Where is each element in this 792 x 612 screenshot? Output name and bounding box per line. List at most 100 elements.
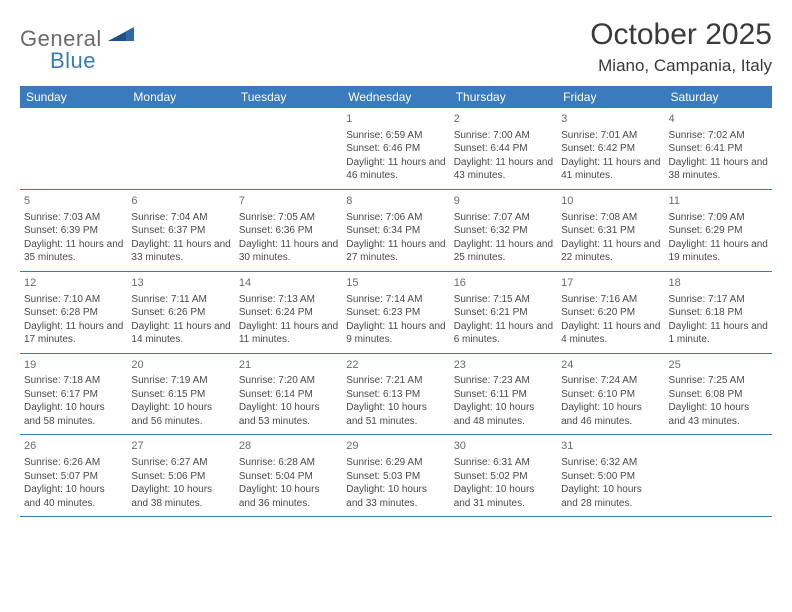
day-info-line: Sunset: 6:44 PM bbox=[454, 142, 553, 156]
day-header-thursday: Thursday bbox=[450, 90, 557, 104]
day-info-line: Sunset: 6:21 PM bbox=[454, 306, 553, 320]
top-bar: General October 2025 Miano, Campania, It… bbox=[20, 18, 772, 76]
day-info-line: Daylight: 11 hours and 25 minutes. bbox=[454, 238, 553, 265]
day-info-line: Sunrise: 7:13 AM bbox=[239, 293, 338, 307]
day-cell: 31Sunrise: 6:32 AMSunset: 5:00 PMDayligh… bbox=[557, 435, 664, 516]
day-info-line: Daylight: 10 hours and 58 minutes. bbox=[24, 401, 123, 428]
day-number: 22 bbox=[346, 358, 445, 373]
day-info-line: Sunrise: 7:21 AM bbox=[346, 374, 445, 388]
day-info-line: Daylight: 11 hours and 6 minutes. bbox=[454, 320, 553, 347]
day-cell bbox=[20, 108, 127, 189]
day-cell: 18Sunrise: 7:17 AMSunset: 6:18 PMDayligh… bbox=[665, 272, 772, 353]
day-info-line: Sunset: 5:03 PM bbox=[346, 470, 445, 484]
day-info-line: Sunrise: 6:31 AM bbox=[454, 456, 553, 470]
day-header-sunday: Sunday bbox=[20, 90, 127, 104]
day-info-line: Sunset: 5:00 PM bbox=[561, 470, 660, 484]
day-info-line: Sunset: 5:07 PM bbox=[24, 470, 123, 484]
day-info-line: Daylight: 10 hours and 38 minutes. bbox=[131, 483, 230, 510]
day-info-line: Sunrise: 7:09 AM bbox=[669, 211, 768, 225]
day-info-line: Daylight: 11 hours and 43 minutes. bbox=[454, 156, 553, 183]
day-number: 13 bbox=[131, 276, 230, 291]
day-cell: 27Sunrise: 6:27 AMSunset: 5:06 PMDayligh… bbox=[127, 435, 234, 516]
day-info-line: Sunset: 6:23 PM bbox=[346, 306, 445, 320]
day-info-line: Sunrise: 7:11 AM bbox=[131, 293, 230, 307]
day-cell: 19Sunrise: 7:18 AMSunset: 6:17 PMDayligh… bbox=[20, 354, 127, 435]
day-number: 15 bbox=[346, 276, 445, 291]
day-cell: 8Sunrise: 7:06 AMSunset: 6:34 PMDaylight… bbox=[342, 190, 449, 271]
day-info-line: Daylight: 11 hours and 4 minutes. bbox=[561, 320, 660, 347]
day-number: 12 bbox=[24, 276, 123, 291]
day-cell: 24Sunrise: 7:24 AMSunset: 6:10 PMDayligh… bbox=[557, 354, 664, 435]
week-row: 19Sunrise: 7:18 AMSunset: 6:17 PMDayligh… bbox=[20, 354, 772, 436]
day-info-line: Sunrise: 7:07 AM bbox=[454, 211, 553, 225]
day-cell: 13 Sunrise: 7:11 AMSunset: 6:26 PMDayligh… bbox=[127, 272, 234, 353]
day-number: 16 bbox=[454, 276, 553, 291]
location-text: Miano, Campania, Italy bbox=[590, 56, 772, 76]
day-info-line: Sunset: 6:29 PM bbox=[669, 224, 768, 238]
brand-logo: General bbox=[20, 18, 138, 52]
day-info-line: Sunset: 6:39 PM bbox=[24, 224, 123, 238]
day-info-line: Daylight: 11 hours and 14 minutes. bbox=[131, 320, 230, 347]
day-number: 10 bbox=[561, 194, 660, 209]
day-header-friday: Friday bbox=[557, 90, 664, 104]
week-row: 12Sunrise: 7:10 AMSunset: 6:28 PMDayligh… bbox=[20, 272, 772, 354]
day-info-line: Daylight: 10 hours and 51 minutes. bbox=[346, 401, 445, 428]
day-cell: 30Sunrise: 6:31 AMSunset: 5:02 PMDayligh… bbox=[450, 435, 557, 516]
day-number: 7 bbox=[239, 194, 338, 209]
day-info-line: Sunset: 6:37 PM bbox=[131, 224, 230, 238]
day-info-line: Daylight: 10 hours and 40 minutes. bbox=[24, 483, 123, 510]
week-row: 26Sunrise: 6:26 AMSunset: 5:07 PMDayligh… bbox=[20, 435, 772, 517]
day-cell: 21Sunrise: 7:20 AMSunset: 6:14 PMDayligh… bbox=[235, 354, 342, 435]
day-info-line: Daylight: 10 hours and 48 minutes. bbox=[454, 401, 553, 428]
day-info-line: Sunrise: 7:03 AM bbox=[24, 211, 123, 225]
day-cell: 20Sunrise: 7:19 AMSunset: 6:15 PMDayligh… bbox=[127, 354, 234, 435]
day-info-line: Sunset: 6:24 PM bbox=[239, 306, 338, 320]
day-info-line: Daylight: 10 hours and 43 minutes. bbox=[669, 401, 768, 428]
day-info-line: Sunrise: 7:04 AM bbox=[131, 211, 230, 225]
day-info-line: Sunrise: 7:08 AM bbox=[561, 211, 660, 225]
day-info-line: Sunrise: 7:17 AM bbox=[669, 293, 768, 307]
day-info-line: Daylight: 11 hours and 1 minute. bbox=[669, 320, 768, 347]
day-info-line: Daylight: 10 hours and 33 minutes. bbox=[346, 483, 445, 510]
day-header-monday: Monday bbox=[127, 90, 234, 104]
day-info-line: Sunrise: 7:16 AM bbox=[561, 293, 660, 307]
day-info-line: Daylight: 10 hours and 36 minutes. bbox=[239, 483, 338, 510]
day-info-line: Sunrise: 7:06 AM bbox=[346, 211, 445, 225]
day-info-line: Sunrise: 7:19 AM bbox=[131, 374, 230, 388]
day-cell: 2 Sunrise: 7:00 AMSunset: 6:44 PMDaylight… bbox=[450, 108, 557, 189]
day-info-line: Sunrise: 7:23 AM bbox=[454, 374, 553, 388]
day-info-line: Sunrise: 6:59 AM bbox=[346, 129, 445, 143]
day-info-line: Daylight: 11 hours and 46 minutes. bbox=[346, 156, 445, 183]
day-number: 5 bbox=[24, 194, 123, 209]
day-number: 18 bbox=[669, 276, 768, 291]
day-number: 26 bbox=[24, 439, 123, 454]
day-number: 30 bbox=[454, 439, 553, 454]
day-info-line: Sunrise: 6:28 AM bbox=[239, 456, 338, 470]
day-cell: 17Sunrise: 7:16 AMSunset: 6:20 PMDayligh… bbox=[557, 272, 664, 353]
day-info-line: Daylight: 11 hours and 9 minutes. bbox=[346, 320, 445, 347]
day-cell: 22Sunrise: 7:21 AMSunset: 6:13 PMDayligh… bbox=[342, 354, 449, 435]
day-info-line: Daylight: 11 hours and 17 minutes. bbox=[24, 320, 123, 347]
day-cell: 25Sunrise: 7:25 AMSunset: 6:08 PMDayligh… bbox=[665, 354, 772, 435]
day-info-line: Sunset: 6:34 PM bbox=[346, 224, 445, 238]
day-number: 31 bbox=[561, 439, 660, 454]
day-info-line: Sunrise: 6:27 AM bbox=[131, 456, 230, 470]
month-title: October 2025 bbox=[590, 18, 772, 52]
day-info-line: Sunset: 6:46 PM bbox=[346, 142, 445, 156]
calendar-page: General October 2025 Miano, Campania, It… bbox=[0, 0, 792, 517]
day-info-line: Daylight: 11 hours and 35 minutes. bbox=[24, 238, 123, 265]
day-cell: 4Sunrise: 7:02 AMSunset: 6:41 PMDaylight… bbox=[665, 108, 772, 189]
day-info-line: Sunrise: 7:15 AM bbox=[454, 293, 553, 307]
calendar: SundayMondayTuesdayWednesdayThursdayFrid… bbox=[20, 86, 772, 517]
day-info-line: Sunset: 6:26 PM bbox=[131, 306, 230, 320]
day-number: 23 bbox=[454, 358, 553, 373]
day-info-line: Sunrise: 7:00 AM bbox=[454, 129, 553, 143]
day-info-line: Daylight: 10 hours and 56 minutes. bbox=[131, 401, 230, 428]
day-info-line: Sunset: 6:31 PM bbox=[561, 224, 660, 238]
day-info-line: Sunrise: 7:02 AM bbox=[669, 129, 768, 143]
day-cell: 6Sunrise: 7:04 AMSunset: 6:37 PMDaylight… bbox=[127, 190, 234, 271]
day-info-line: Sunrise: 7:24 AM bbox=[561, 374, 660, 388]
day-info-line: Sunset: 5:04 PM bbox=[239, 470, 338, 484]
day-number: 2 bbox=[454, 112, 553, 127]
day-number: 3 bbox=[561, 112, 660, 127]
